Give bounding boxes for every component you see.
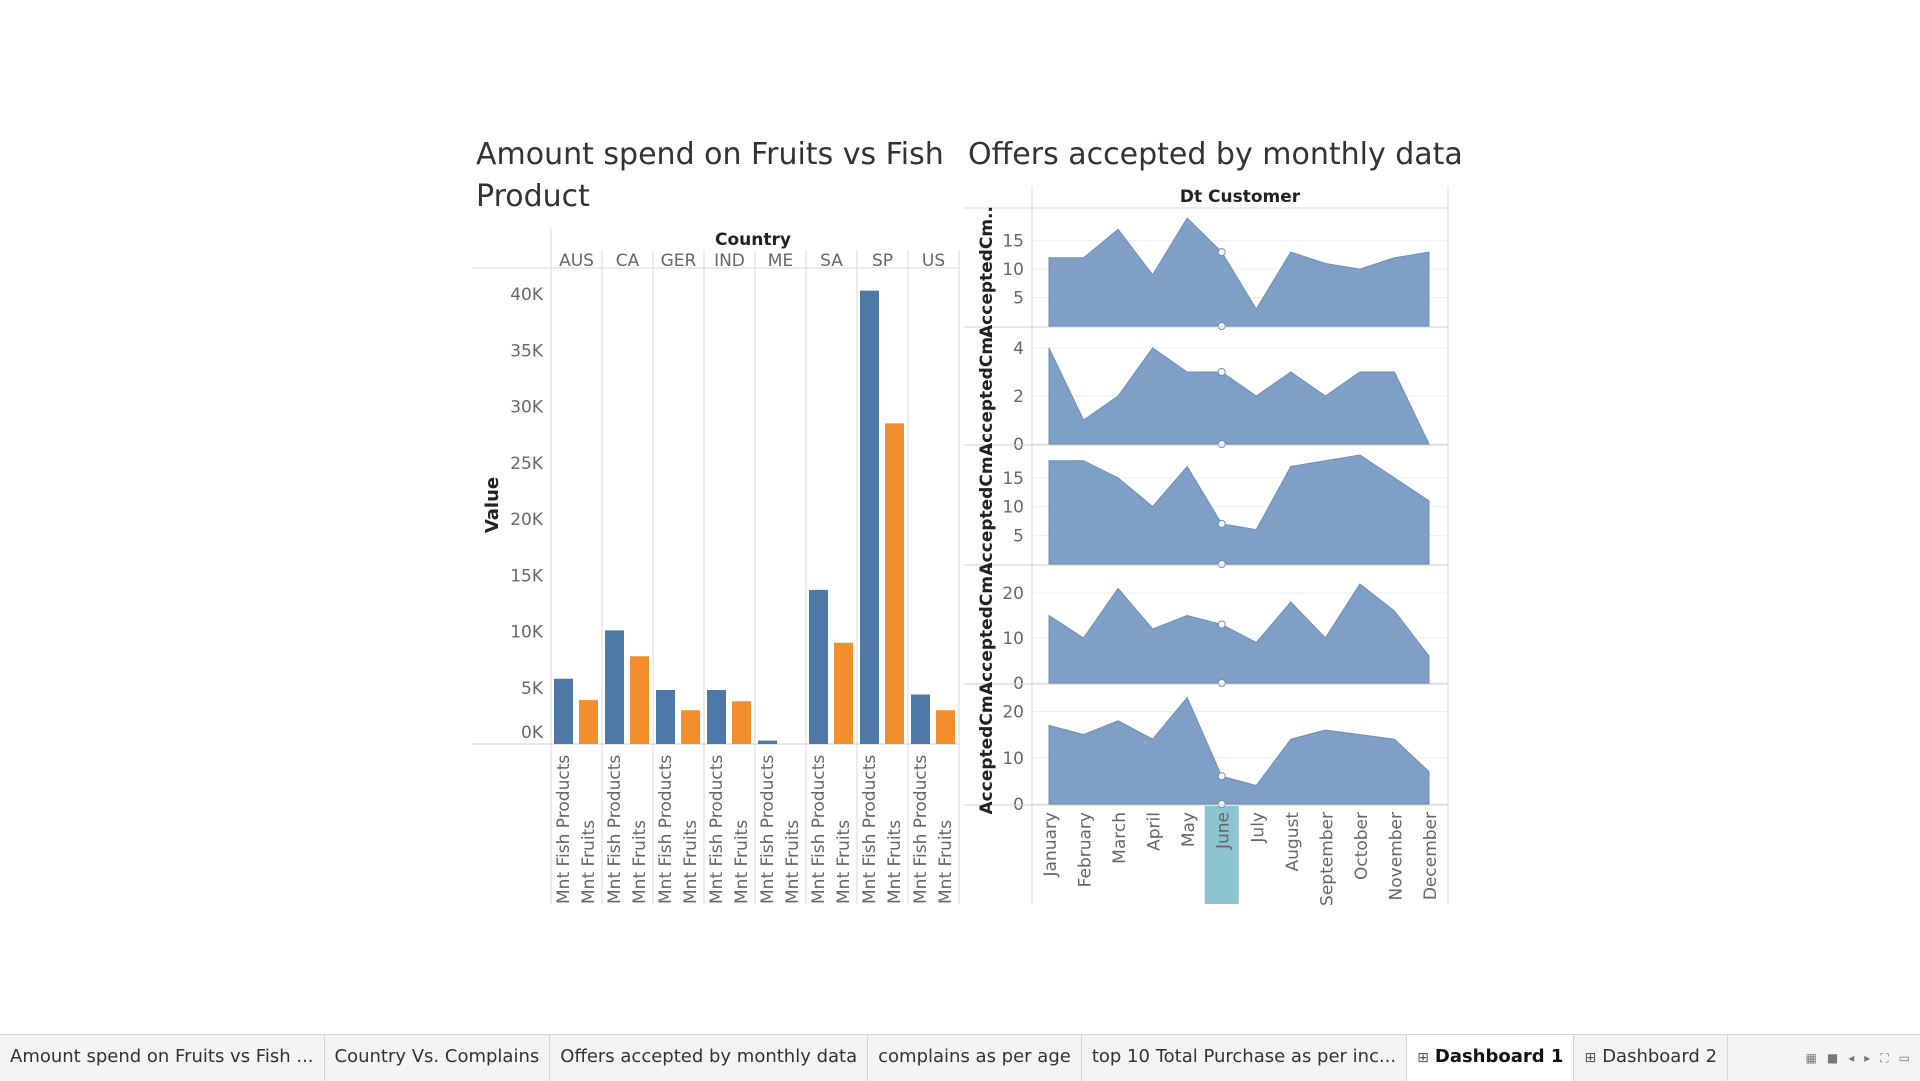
dashboard-icon: ⊞ xyxy=(1417,1050,1429,1066)
dashboard-icon: ⊞ xyxy=(1584,1050,1596,1066)
month-label-november[interactable]: November xyxy=(1386,812,1406,900)
month-label-june[interactable]: June xyxy=(1214,812,1234,850)
tab-dashboard-1[interactable]: ⊞ Dashboard 1 xyxy=(1407,1035,1574,1081)
tab-label: Dashboard 2 xyxy=(1602,1046,1717,1067)
sheet-tab-bar: Amount spend on Fruits vs Fish ... Count… xyxy=(0,1034,1920,1081)
y-tick-label: 5 xyxy=(1013,526,1024,546)
tab-label: Country Vs. Complains xyxy=(335,1046,540,1067)
month-label-may[interactable]: May xyxy=(1179,812,1199,847)
dt-customer-header: Dt Customer xyxy=(1180,187,1301,207)
month-label-april[interactable]: April xyxy=(1145,812,1165,851)
y-tick-label: 10 xyxy=(1002,749,1024,769)
area-series-panel-4[interactable] xyxy=(1049,584,1429,683)
tab-country-complains[interactable]: Country Vs. Complains xyxy=(325,1035,551,1081)
next-arrow-icon[interactable]: ▸ xyxy=(1864,1051,1870,1065)
highlight-point[interactable] xyxy=(1218,369,1225,376)
row-label: AcceptedCm.. xyxy=(977,206,997,338)
grid-view-icon[interactable]: ▦ xyxy=(1806,1051,1817,1065)
highlight-point[interactable] xyxy=(1218,249,1225,256)
fullscreen-icon[interactable]: ⛶ xyxy=(1880,1051,1888,1066)
y-tick-label: 10 xyxy=(1002,498,1024,518)
y-tick-label: 2 xyxy=(1013,387,1024,407)
highlight-base-point[interactable] xyxy=(1218,323,1225,330)
row-label: AcceptedCm.. xyxy=(977,563,997,695)
tab-top10-purchase[interactable]: top 10 Total Purchase as per inc... xyxy=(1082,1035,1407,1081)
tab-label: Amount spend on Fruits vs Fish ... xyxy=(10,1046,314,1067)
area-series-panel-5[interactable] xyxy=(1049,698,1429,804)
y-tick-label: 10 xyxy=(1002,260,1024,280)
highlight-base-point[interactable] xyxy=(1218,441,1225,448)
highlight-base-point[interactable] xyxy=(1218,561,1225,568)
tab-label: Dashboard 1 xyxy=(1435,1046,1564,1067)
month-label-february[interactable]: February xyxy=(1076,812,1096,887)
month-label-january[interactable]: January xyxy=(1041,812,1061,877)
row-label: AcceptedCm.. xyxy=(977,324,997,456)
y-tick-label: 20 xyxy=(1002,584,1024,604)
tab-label: top 10 Total Purchase as per inc... xyxy=(1092,1046,1396,1067)
present-icon[interactable]: ▭ xyxy=(1899,1051,1910,1065)
month-label-september[interactable]: September xyxy=(1317,812,1337,906)
tab-label: Offers accepted by monthly data xyxy=(560,1046,857,1067)
dashboard: Amount spend on Fruits vs Fish Product O… xyxy=(0,0,1920,1032)
y-tick-label: 4 xyxy=(1013,339,1024,359)
highlight-base-point[interactable] xyxy=(1218,801,1225,808)
month-label-july[interactable]: July xyxy=(1248,812,1268,844)
area-chart[interactable]: Dt Customer 51015AcceptedCm..024Accepted… xyxy=(0,0,1920,1032)
prev-arrow-icon[interactable]: ◂ xyxy=(1848,1051,1854,1065)
tab-dashboard-2[interactable]: ⊞ Dashboard 2 xyxy=(1574,1035,1728,1081)
area-series-panel-3[interactable] xyxy=(1049,455,1429,564)
month-label-march[interactable]: March xyxy=(1110,812,1130,864)
tab-offers-accepted[interactable]: Offers accepted by monthly data xyxy=(550,1035,868,1081)
y-tick-label: 15 xyxy=(1002,232,1024,252)
highlight-point[interactable] xyxy=(1218,520,1225,527)
month-label-october[interactable]: October xyxy=(1352,812,1372,880)
y-tick-label: 10 xyxy=(1002,629,1024,649)
y-tick-label: 15 xyxy=(1002,469,1024,489)
y-tick-label: 5 xyxy=(1013,289,1024,309)
tab-complains-age[interactable]: complains as per age xyxy=(868,1035,1082,1081)
tab-label: complains as per age xyxy=(878,1046,1071,1067)
month-label-december[interactable]: December xyxy=(1421,812,1441,900)
month-label-august[interactable]: August xyxy=(1283,812,1303,872)
highlight-point[interactable] xyxy=(1218,773,1225,780)
filmstrip-icon[interactable]: ■ xyxy=(1827,1051,1838,1065)
highlight-point[interactable] xyxy=(1218,621,1225,628)
highlight-base-point[interactable] xyxy=(1218,680,1225,687)
row-label: AcceptedCm.. xyxy=(977,683,997,815)
tab-amount-spend[interactable]: Amount spend on Fruits vs Fish ... xyxy=(0,1035,325,1081)
tab-controls: ▦ ■ ◂ ▸ ⛶ ▭ xyxy=(1806,1035,1920,1081)
row-label: AcceptedCm.. xyxy=(977,444,997,576)
y-tick-label: 20 xyxy=(1002,703,1024,723)
area-series-panel-1[interactable] xyxy=(1049,218,1429,326)
